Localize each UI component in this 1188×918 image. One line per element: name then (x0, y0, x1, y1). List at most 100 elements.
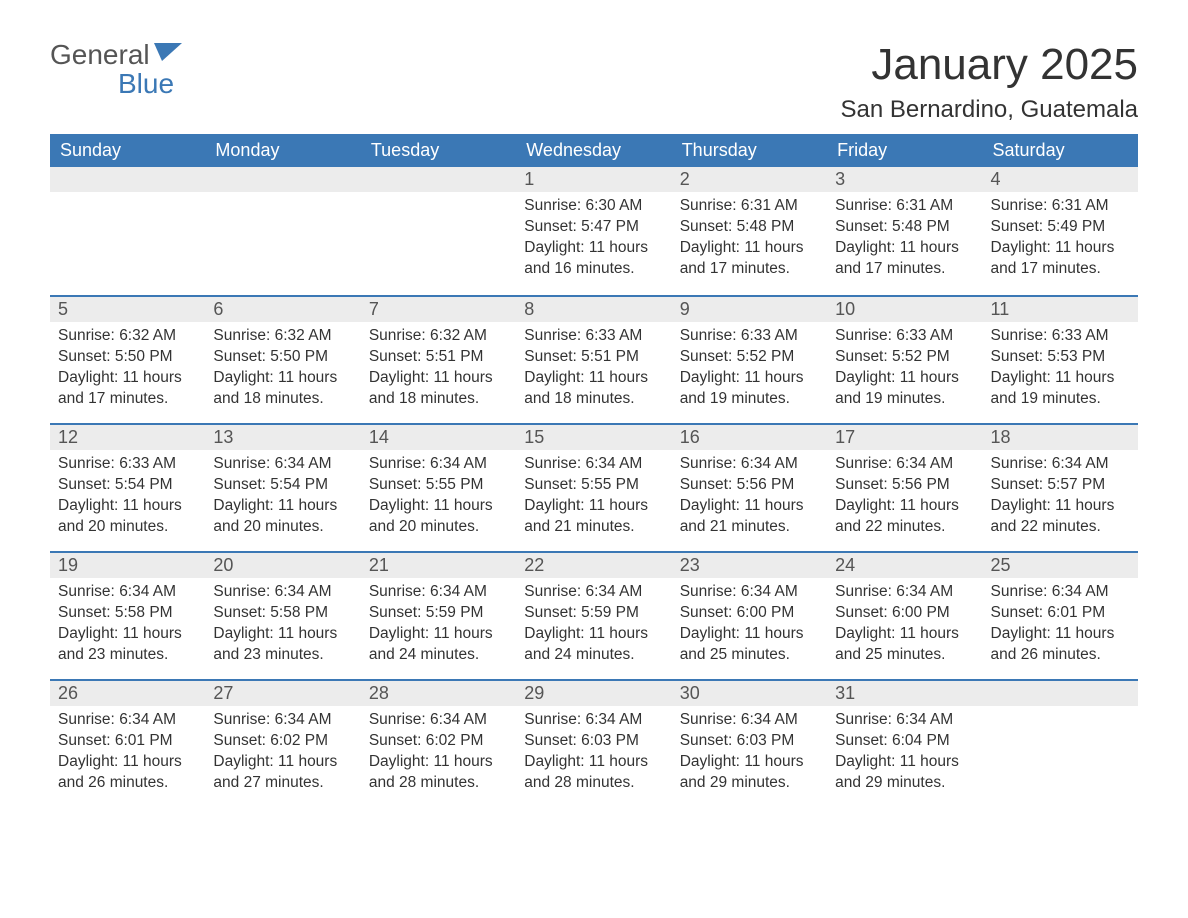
day-number: 28 (361, 679, 516, 706)
sunrise-line: Sunrise: 6:33 AM (835, 326, 974, 347)
sunset-label: Sunset: (524, 218, 577, 235)
daylight-label: Daylight: (991, 625, 1051, 642)
day-number: 14 (361, 423, 516, 450)
sunset-line: Sunset: 5:51 PM (369, 347, 508, 368)
sunset-label: Sunset: (369, 604, 422, 621)
calendar-day-cell: 16Sunrise: 6:34 AMSunset: 5:56 PMDayligh… (672, 423, 827, 551)
sunset-label: Sunset: (835, 604, 888, 621)
sunrise-line: Sunrise: 6:33 AM (991, 326, 1130, 347)
day-details: Sunrise: 6:34 AMSunset: 6:02 PMDaylight:… (205, 706, 360, 804)
sunrise-value: 6:34 AM (275, 583, 332, 600)
sunrise-value: 6:30 AM (585, 197, 642, 214)
sunrise-line: Sunrise: 6:30 AM (524, 196, 663, 217)
daylight-label: Daylight: (524, 239, 584, 256)
daylight-line: Daylight: 11 hours and 25 minutes. (835, 624, 974, 666)
day-number: 15 (516, 423, 671, 450)
calendar-day-cell: 18Sunrise: 6:34 AMSunset: 5:57 PMDayligh… (983, 423, 1138, 551)
day-number: 22 (516, 551, 671, 578)
sunrise-value: 6:31 AM (741, 197, 798, 214)
sunrise-label: Sunrise: (369, 583, 426, 600)
daylight-line: Daylight: 11 hours and 17 minutes. (835, 238, 974, 280)
sunrise-label: Sunrise: (991, 327, 1048, 344)
calendar-day-cell: 11Sunrise: 6:33 AMSunset: 5:53 PMDayligh… (983, 295, 1138, 423)
sunrise-line: Sunrise: 6:34 AM (213, 582, 352, 603)
daylight-line: Daylight: 11 hours and 21 minutes. (680, 496, 819, 538)
sunset-value: 5:50 PM (270, 348, 328, 365)
sunrise-label: Sunrise: (835, 455, 892, 472)
sunset-value: 5:59 PM (426, 604, 484, 621)
sunset-line: Sunset: 5:56 PM (680, 475, 819, 496)
header: General Blue January 2025 San Bernardino… (50, 40, 1138, 124)
sunset-line: Sunset: 6:02 PM (369, 731, 508, 752)
sunset-label: Sunset: (991, 348, 1044, 365)
day-number (361, 167, 516, 192)
sunset-value: 5:55 PM (426, 476, 484, 493)
sunset-label: Sunset: (991, 604, 1044, 621)
daylight-line: Daylight: 11 hours and 29 minutes. (680, 752, 819, 794)
sunrise-value: 6:31 AM (1052, 197, 1109, 214)
sunrise-value: 6:34 AM (430, 711, 487, 728)
sunset-value: 5:51 PM (426, 348, 484, 365)
day-number: 27 (205, 679, 360, 706)
sunrise-line: Sunrise: 6:34 AM (369, 454, 508, 475)
sunset-value: 6:02 PM (426, 732, 484, 749)
sunset-label: Sunset: (213, 476, 266, 493)
day-number: 18 (983, 423, 1138, 450)
day-number: 19 (50, 551, 205, 578)
sunset-line: Sunset: 5:51 PM (524, 347, 663, 368)
sunset-label: Sunset: (524, 348, 577, 365)
sunset-line: Sunset: 5:55 PM (524, 475, 663, 496)
sunrise-label: Sunrise: (835, 327, 892, 344)
sunrise-line: Sunrise: 6:33 AM (58, 454, 197, 475)
day-number: 11 (983, 295, 1138, 322)
sunrise-label: Sunrise: (369, 327, 426, 344)
calendar-day-cell: 17Sunrise: 6:34 AMSunset: 5:56 PMDayligh… (827, 423, 982, 551)
sunset-value: 5:52 PM (737, 348, 795, 365)
location-subtitle: San Bernardino, Guatemala (840, 96, 1138, 124)
sunrise-label: Sunrise: (213, 455, 270, 472)
sunset-value: 5:48 PM (892, 218, 950, 235)
day-details: Sunrise: 6:31 AMSunset: 5:48 PMDaylight:… (827, 192, 982, 290)
sunrise-line: Sunrise: 6:34 AM (835, 582, 974, 603)
sunrise-value: 6:34 AM (119, 583, 176, 600)
sunset-label: Sunset: (58, 732, 111, 749)
sunrise-line: Sunrise: 6:34 AM (58, 582, 197, 603)
sunrise-value: 6:34 AM (741, 455, 798, 472)
daylight-label: Daylight: (213, 369, 273, 386)
sunrise-label: Sunrise: (991, 455, 1048, 472)
day-details: Sunrise: 6:33 AMSunset: 5:54 PMDaylight:… (50, 450, 205, 548)
daylight-line: Daylight: 11 hours and 29 minutes. (835, 752, 974, 794)
daylight-label: Daylight: (213, 497, 273, 514)
brand-word-1: General (50, 40, 150, 69)
sunset-line: Sunset: 5:47 PM (524, 217, 663, 238)
day-details: Sunrise: 6:33 AMSunset: 5:53 PMDaylight:… (983, 322, 1138, 420)
sunrise-line: Sunrise: 6:34 AM (991, 454, 1130, 475)
calendar-day-cell: 5Sunrise: 6:32 AMSunset: 5:50 PMDaylight… (50, 295, 205, 423)
sunset-label: Sunset: (991, 476, 1044, 493)
calendar-day-cell: 20Sunrise: 6:34 AMSunset: 5:58 PMDayligh… (205, 551, 360, 679)
sunrise-line: Sunrise: 6:34 AM (835, 710, 974, 731)
sunset-line: Sunset: 6:02 PM (213, 731, 352, 752)
daylight-label: Daylight: (369, 625, 429, 642)
sunrise-label: Sunrise: (58, 327, 115, 344)
sunset-value: 6:03 PM (581, 732, 639, 749)
day-number: 23 (672, 551, 827, 578)
sunrise-value: 6:32 AM (275, 327, 332, 344)
daylight-line: Daylight: 11 hours and 17 minutes. (991, 238, 1130, 280)
sunset-value: 5:55 PM (581, 476, 639, 493)
sunrise-value: 6:34 AM (1052, 455, 1109, 472)
sunset-line: Sunset: 5:50 PM (58, 347, 197, 368)
calendar-day-cell: 14Sunrise: 6:34 AMSunset: 5:55 PMDayligh… (361, 423, 516, 551)
sunrise-value: 6:33 AM (1052, 327, 1109, 344)
day-number: 30 (672, 679, 827, 706)
sunset-line: Sunset: 5:48 PM (680, 217, 819, 238)
sunset-value: 6:00 PM (737, 604, 795, 621)
sunset-value: 6:01 PM (1047, 604, 1105, 621)
day-number: 13 (205, 423, 360, 450)
weekday-header: Saturday (983, 134, 1138, 167)
sunrise-line: Sunrise: 6:34 AM (524, 454, 663, 475)
daylight-line: Daylight: 11 hours and 28 minutes. (524, 752, 663, 794)
sunrise-label: Sunrise: (58, 455, 115, 472)
calendar-day-cell: 25Sunrise: 6:34 AMSunset: 6:01 PMDayligh… (983, 551, 1138, 679)
sunset-value: 6:01 PM (115, 732, 173, 749)
